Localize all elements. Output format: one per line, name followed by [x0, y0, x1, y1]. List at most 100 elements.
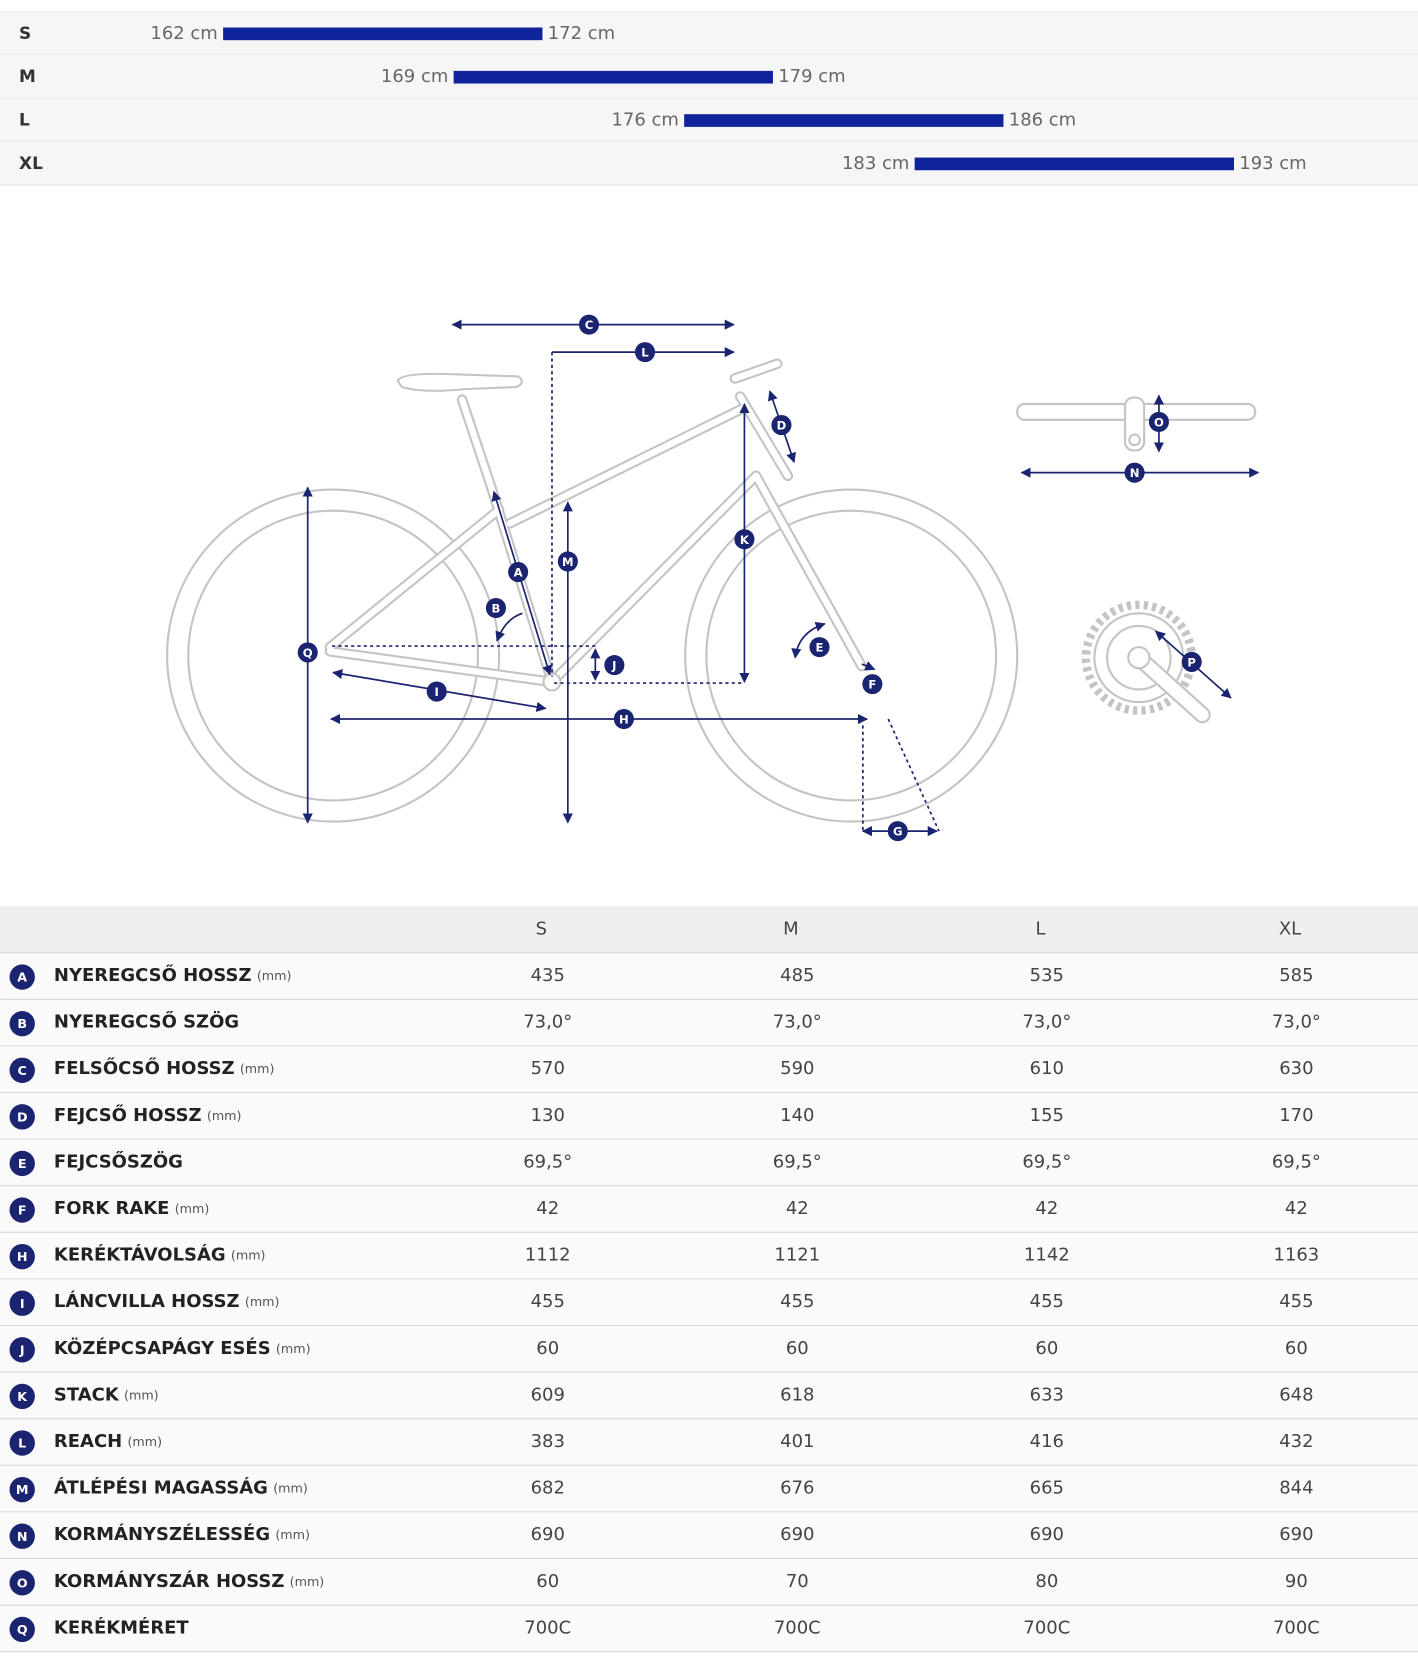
- row-letter: C: [18, 1063, 27, 1078]
- dimension-letter: O: [1154, 415, 1164, 429]
- table-row: [0, 1278, 1418, 1326]
- table-row: [0, 999, 1418, 1046]
- cell-value: 690: [780, 1524, 814, 1545]
- measure-name: ÁTLÉPÉSI MAGASSÁG: [54, 1477, 268, 1499]
- row-name: KORMÁNYSZÉLESSÉG (mm): [54, 1523, 310, 1545]
- table-row: [0, 1232, 1418, 1279]
- row-letter: M: [16, 1482, 29, 1497]
- row-name: FEJCSŐSZÖG: [54, 1150, 183, 1172]
- row-name: REACH (mm): [54, 1431, 162, 1452]
- row-letter: L: [18, 1436, 26, 1451]
- cell-value: 73,0°: [523, 1012, 572, 1033]
- height-max: 179 cm: [778, 66, 845, 87]
- measure-unit: (mm): [127, 1433, 162, 1448]
- measure-unit: (mm): [175, 1200, 210, 1215]
- cell-value: 690: [1279, 1524, 1313, 1545]
- row-badge: [9, 1570, 35, 1596]
- measure-unit: (mm): [231, 1247, 266, 1262]
- cell-value: 633: [1030, 1384, 1064, 1405]
- row-name: FORK RAKE (mm): [54, 1198, 209, 1219]
- height-max: 193 cm: [1239, 153, 1306, 174]
- column-header: L: [1035, 918, 1045, 939]
- measure-name: KERÉKTÁVOLSÁG: [54, 1244, 226, 1266]
- cell-value: 416: [1030, 1431, 1064, 1452]
- cell-value: 700C: [524, 1617, 571, 1638]
- measure-name: FELSŐCSŐ HOSSZ: [54, 1057, 235, 1079]
- row-name: FELSŐCSŐ HOSSZ (mm): [54, 1057, 275, 1079]
- row-letter: H: [17, 1249, 28, 1264]
- dimension-badge: [613, 708, 634, 730]
- measure-unit: (mm): [124, 1387, 159, 1402]
- height-max: 172 cm: [548, 23, 615, 44]
- dimension-letter: I: [435, 685, 439, 699]
- cell-value: 401: [780, 1431, 814, 1452]
- dimension-letter: A: [514, 566, 523, 580]
- measure-unit: (mm): [273, 1480, 308, 1495]
- dimension-badge: [771, 415, 792, 436]
- height-bar: [223, 27, 543, 41]
- measure-name: LÁNCVILLA HOSSZ: [54, 1290, 240, 1312]
- measure-name: NYEREGCSŐ HOSSZ: [54, 964, 252, 986]
- row-name: KERÉKTÁVOLSÁG (mm): [54, 1244, 266, 1266]
- measure-unit: (mm): [240, 1061, 275, 1076]
- cell-value: 73,0°: [1272, 1012, 1321, 1033]
- dimension-letter: D: [777, 419, 787, 433]
- measure-name: STACK: [54, 1384, 120, 1405]
- cell-value: 435: [531, 965, 565, 986]
- dimension-letter: F: [868, 678, 876, 692]
- table-row: [0, 1418, 1418, 1466]
- height-bar: [914, 157, 1234, 171]
- cell-value: 1112: [525, 1245, 571, 1266]
- cell-value: 485: [780, 965, 814, 986]
- dimension-badge: [862, 674, 883, 695]
- cell-value: 455: [531, 1291, 565, 1312]
- dimension-badge: [734, 529, 755, 550]
- row-name: FEJCSŐ HOSSZ (mm): [54, 1104, 242, 1126]
- row-name: ÁTLÉPÉSI MAGASSÁG (mm): [54, 1477, 308, 1499]
- cell-value: 535: [1030, 965, 1064, 986]
- table-row: [0, 1139, 1418, 1186]
- cell-value: 80: [1035, 1571, 1058, 1592]
- row-name: NYEREGCSŐ HOSSZ (mm): [54, 964, 291, 986]
- cell-value: 60: [536, 1571, 559, 1592]
- cell-value: 140: [780, 1105, 814, 1126]
- cell-value: 1163: [1274, 1245, 1320, 1266]
- table-row: [0, 1511, 1418, 1559]
- row-name: KERÉKMÉRET: [54, 1616, 189, 1638]
- dimension-letter: C: [585, 318, 594, 332]
- table-header: [0, 906, 1418, 953]
- cell-value: 590: [780, 1058, 814, 1079]
- cell-value: 60: [1035, 1338, 1058, 1359]
- column-header: M: [783, 918, 799, 939]
- measure-name: FEJCSŐSZÖG: [54, 1150, 183, 1172]
- dimension-badge: [887, 821, 908, 842]
- measure-name: FEJCSŐ HOSSZ: [54, 1104, 202, 1126]
- row-name: LÁNCVILLA HOSSZ (mm): [54, 1290, 280, 1312]
- dimension-letter: H: [619, 713, 629, 727]
- row-name: STACK (mm): [54, 1384, 159, 1405]
- row-badge: [9, 964, 35, 990]
- cell-value: 682: [531, 1478, 565, 1499]
- cell-value: 42: [1285, 1198, 1308, 1219]
- table-row: [0, 1558, 1418, 1606]
- cell-value: 383: [531, 1431, 565, 1452]
- height-min: 183 cm: [842, 153, 909, 174]
- cell-value: 1142: [1024, 1245, 1070, 1266]
- cell-value: 690: [531, 1524, 565, 1545]
- cell-value: 170: [1279, 1105, 1313, 1126]
- height-max: 186 cm: [1009, 110, 1076, 131]
- row-name: NYEREGCSŐ SZÖG: [54, 1011, 239, 1033]
- cell-value: 700C: [1023, 1617, 1070, 1638]
- dimension-badge: [1148, 411, 1169, 432]
- dimension-badge: [1181, 651, 1202, 672]
- row-badge: [9, 1290, 35, 1316]
- cell-value: 73,0°: [1022, 1012, 1071, 1033]
- table-row: [0, 1185, 1418, 1233]
- row-letter: Q: [17, 1622, 28, 1637]
- row-letter: D: [17, 1109, 28, 1124]
- cell-value: 60: [536, 1338, 559, 1359]
- row-badge: [9, 1197, 35, 1223]
- row-name: KORMÁNYSZÁR HOSSZ (mm): [54, 1570, 324, 1592]
- height-min: 176 cm: [611, 110, 678, 131]
- cell-value: 648: [1279, 1384, 1313, 1405]
